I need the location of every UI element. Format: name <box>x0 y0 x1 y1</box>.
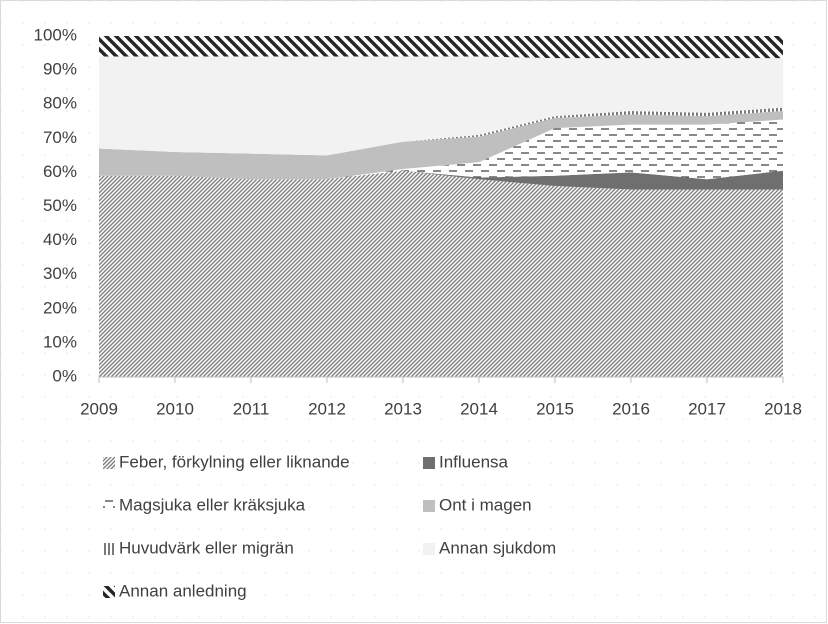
area <box>99 36 783 59</box>
area <box>99 170 783 190</box>
y-tick-label: 70% <box>43 128 77 147</box>
area <box>99 170 783 377</box>
legend-swatch <box>423 500 435 512</box>
legend-swatch <box>423 457 435 469</box>
x-tick-label: 2014 <box>460 399 498 418</box>
legend-label: Magsjuka eller kräksjuka <box>119 495 306 514</box>
x-tick-label: 2010 <box>156 399 194 418</box>
legend-swatch <box>103 500 115 512</box>
x-tick-label: 2017 <box>688 399 726 418</box>
y-tick-label: 20% <box>43 298 77 317</box>
legend-swatch <box>423 543 435 555</box>
x-tick-label: 2015 <box>536 399 574 418</box>
legend-swatch <box>103 586 115 598</box>
legend-swatch <box>103 543 115 555</box>
y-tick-label: 100% <box>34 25 77 44</box>
area <box>99 107 783 156</box>
legend-label: Influensa <box>439 452 509 471</box>
x-tick-label: 2009 <box>80 399 118 418</box>
legend-label: Feber, förkylning eller liknande <box>119 452 350 471</box>
area <box>99 56 783 156</box>
y-tick-label: 50% <box>43 196 77 215</box>
legend-label: Ont i magen <box>439 495 532 514</box>
y-tick-label: 40% <box>43 230 77 249</box>
x-tick-label: 2011 <box>233 399 270 418</box>
x-tick-label: 2016 <box>612 399 650 418</box>
y-tick-label: 90% <box>43 60 77 79</box>
y-tick-label: 0% <box>52 366 77 385</box>
x-tick-label: 2012 <box>308 399 346 418</box>
area <box>99 111 783 180</box>
y-tick-label: 10% <box>43 332 77 351</box>
x-tick-label: 2013 <box>384 399 422 418</box>
y-tick-label: 80% <box>43 94 77 113</box>
area <box>99 119 783 180</box>
y-tick-label: 30% <box>43 264 77 283</box>
legend-swatch <box>103 457 115 469</box>
y-tick-label: 60% <box>43 162 77 181</box>
legend-label: Huvudvärk eller migrän <box>119 538 294 557</box>
x-tick-label: 2018 <box>764 399 802 418</box>
legend-label: Annan anledning <box>119 581 247 600</box>
legend-label: Annan sjukdom <box>439 538 556 557</box>
